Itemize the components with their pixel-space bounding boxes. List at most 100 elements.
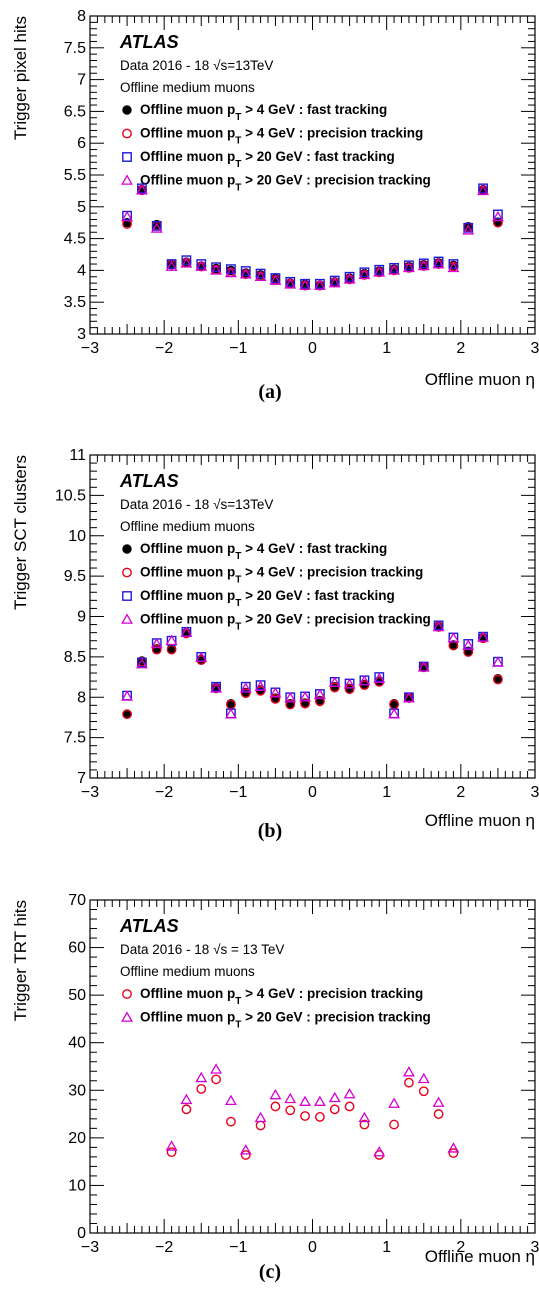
data-point (224, 708, 237, 719)
legend-label-sub: T (235, 551, 241, 562)
y-tick-label: 70 (68, 892, 86, 909)
y-tick-label: 30 (68, 1082, 86, 1099)
data-point (432, 1096, 445, 1107)
legend-entry: Offline muon pT > 20 GeV : precision tra… (121, 1010, 431, 1031)
data-point (328, 1091, 341, 1103)
panel-caption: (b) (258, 820, 282, 842)
data-point (329, 682, 340, 693)
legend-label: Offline muon pT > 4 GeV : precision trac… (140, 986, 423, 1007)
data-point (284, 691, 297, 703)
y-tick-label: 4.5 (64, 231, 86, 248)
y-tick-label: 4 (77, 262, 86, 279)
legend-marker (122, 567, 132, 578)
legend-label-pre: Offline muon p (140, 173, 235, 188)
legend-entry: Offline muon pT > 20 GeV : fast tracking (122, 149, 395, 170)
data-point (285, 699, 296, 710)
legend-label: Offline muon pT > 4 GeV : fast tracking (140, 102, 387, 123)
legend-entry: Offline muon pT > 4 GeV : precision trac… (122, 565, 423, 586)
x-tick-label: 1 (382, 340, 391, 357)
legend-label-post: > 4 GeV : precision tracking (241, 986, 423, 1001)
data-point (254, 1111, 267, 1123)
data-point (180, 257, 193, 268)
data-point (344, 271, 355, 282)
data-point (135, 658, 148, 669)
legend-marker (121, 1011, 133, 1022)
legend-label: Offline muon pT > 4 GeV : precision trac… (140, 126, 423, 147)
data-point (402, 691, 415, 703)
x-tick-label: −3 (81, 784, 99, 801)
legend-label-pre: Offline muon p (140, 102, 235, 117)
dataset-info-prefix: Data 2016 - 18 (120, 942, 213, 957)
legend-label-pre: Offline muon p (140, 149, 235, 164)
data-point (359, 1119, 370, 1130)
dataset-info-prefix: Data 2016 - 18 (120, 497, 213, 512)
data-point (284, 1092, 297, 1104)
data-point (432, 257, 445, 269)
x-tick-label: −2 (155, 1239, 173, 1256)
data-point (389, 1119, 399, 1130)
legend-marker (122, 128, 132, 139)
dataset-info-prefix: Data 2016 - 18 (120, 58, 213, 73)
data-point (358, 268, 371, 280)
x-tick-label: 1 (382, 784, 391, 801)
data-point (240, 266, 251, 276)
y-tick-label: 10.5 (55, 487, 86, 504)
legend-entry: Offline muon pT > 4 GeV : fast tracking (122, 102, 387, 123)
series-1 (122, 621, 503, 719)
data-point (418, 258, 429, 269)
data-point (404, 1077, 414, 1088)
legend-label-post: > 4 GeV : precision tracking (241, 126, 423, 141)
data-point (195, 260, 208, 271)
legend-label-sub: T (235, 598, 241, 609)
series-3 (122, 620, 503, 719)
data-point (388, 1097, 401, 1108)
y-tick-label: 9 (77, 609, 86, 626)
legend-label: Offline muon pT > 20 GeV : fast tracking (140, 588, 395, 609)
data-point (300, 1111, 310, 1121)
data-point (211, 262, 221, 273)
legend-label: Offline muon pT > 4 GeV : fast tracking (140, 541, 387, 562)
data-point (122, 709, 132, 720)
series-2 (122, 622, 503, 720)
data-point (180, 1093, 193, 1105)
atlas-label: ATLAS (119, 32, 179, 52)
data-point (417, 661, 430, 672)
data-point (358, 674, 371, 686)
data-point (343, 273, 356, 284)
data-point (313, 279, 326, 290)
data-point (254, 680, 267, 692)
data-point (448, 259, 459, 269)
data-point (195, 651, 208, 662)
legend-label-sub: T (235, 159, 241, 170)
data-point (150, 637, 163, 649)
data-point (210, 264, 223, 275)
x-tick-label: 2 (456, 784, 465, 801)
series-1 (122, 184, 503, 290)
legend-label-sub: T (235, 136, 241, 147)
data-point (269, 687, 282, 698)
legend-label-sub: T (235, 996, 241, 1007)
x-axis-label: Offline muon η (425, 1247, 535, 1266)
data-point (373, 266, 386, 277)
y-tick-label: 10 (68, 528, 86, 545)
data-point (226, 264, 236, 275)
data-point (389, 262, 399, 273)
x-tick-label: 3 (531, 1239, 539, 1256)
y-tick-label: 7 (77, 72, 86, 89)
series-4 (121, 184, 504, 290)
data-point (491, 656, 504, 667)
series-2 (165, 1063, 460, 1157)
data-point (270, 693, 281, 704)
data-point (462, 639, 475, 650)
data-point (328, 276, 341, 288)
legend-entry: Offline muon pT > 20 GeV : precision tra… (121, 612, 431, 633)
data-point (463, 222, 474, 233)
y-tick-label: 8 (77, 689, 86, 706)
data-point (447, 632, 460, 643)
legend-label-pre: Offline muon p (140, 541, 235, 556)
data-point (344, 1101, 355, 1112)
legend-label-post: > 4 GeV : fast tracking (241, 102, 387, 117)
data-point (269, 274, 282, 285)
data-point (239, 1144, 252, 1155)
legend-marker (121, 174, 133, 185)
